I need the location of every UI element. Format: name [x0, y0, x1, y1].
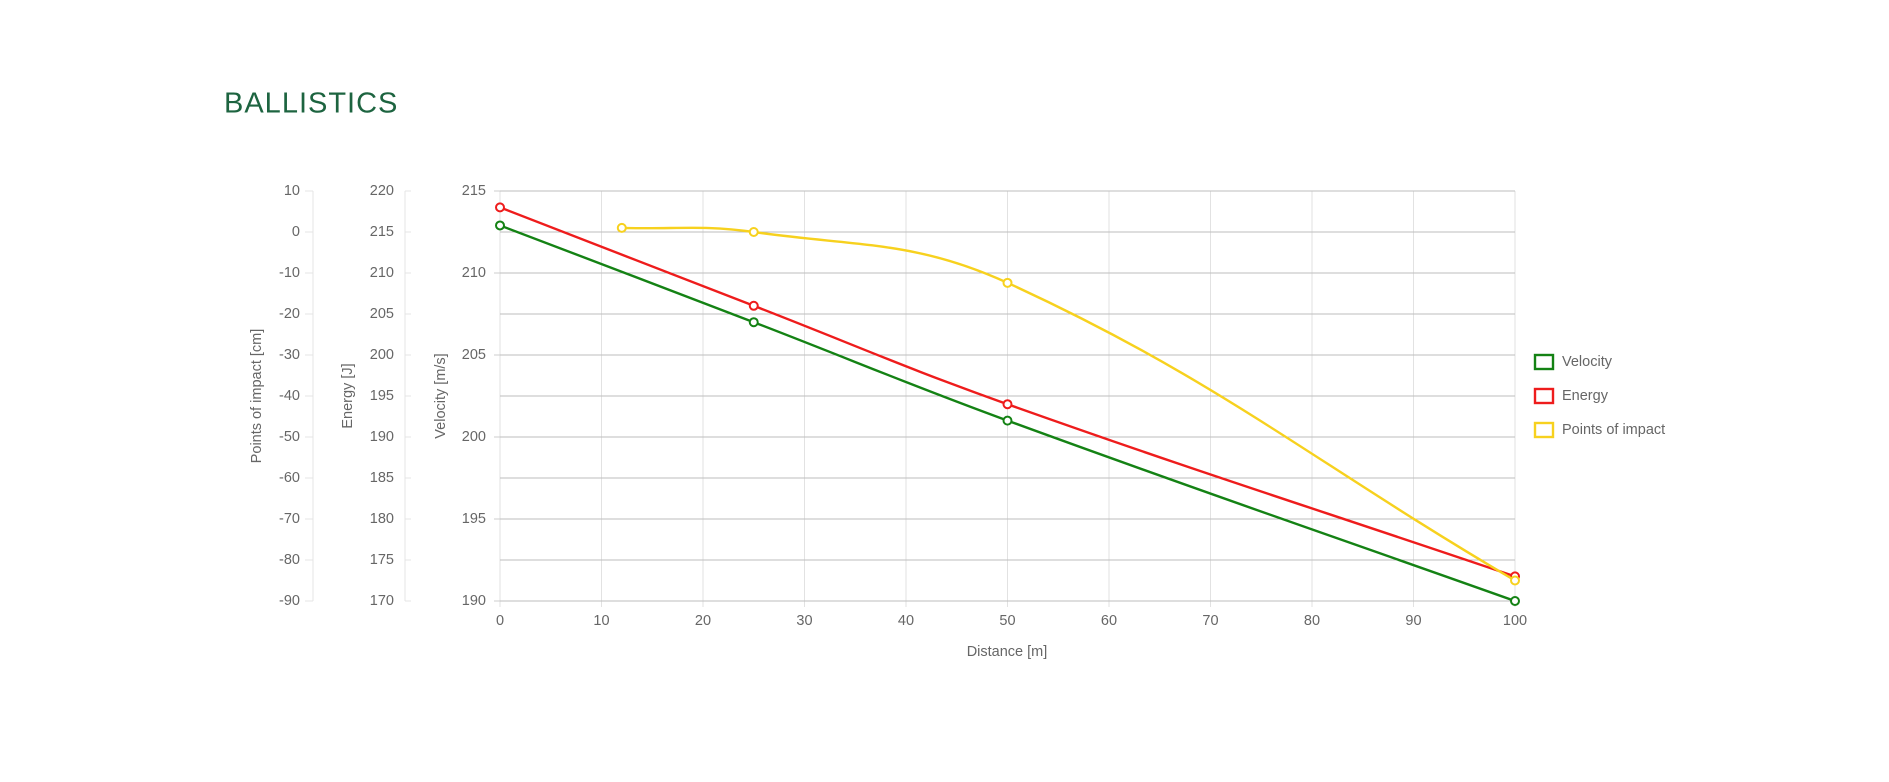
- y3-axis-title: Points of impact [cm]: [249, 329, 265, 464]
- y2-tick-label: 170: [370, 593, 394, 609]
- y2-tick-label: 205: [370, 306, 394, 322]
- data-point: [748, 227, 759, 237]
- data-point: [1002, 277, 1013, 288]
- x-tick-label: 50: [999, 613, 1015, 629]
- data-point: [616, 222, 627, 233]
- y-tick-label: 215: [462, 183, 486, 199]
- x-tick-label: 60: [1101, 613, 1117, 629]
- y-tick-label: 200: [462, 429, 486, 445]
- x-tick-label: 90: [1405, 613, 1421, 629]
- data-point: [1002, 415, 1013, 426]
- y2-axis-title: Energy [J]: [340, 363, 356, 428]
- y2-tick-label: 195: [370, 388, 394, 404]
- y3-tick-label: -20: [279, 306, 300, 322]
- series-line: [499, 206, 1516, 578]
- series-line: [499, 224, 1516, 603]
- chart-title: BALLISTICS: [224, 88, 398, 120]
- x-tick-label: 30: [796, 613, 812, 629]
- y2-tick-label: 210: [370, 265, 394, 281]
- y2-tick-label: 175: [370, 552, 394, 568]
- legend-label: Energy: [1562, 388, 1609, 404]
- x-tick-label: 0: [496, 613, 504, 629]
- legend-swatch: [1533, 421, 1555, 439]
- y3-tick-label: -60: [279, 470, 300, 486]
- data-point: [495, 202, 505, 213]
- y-tick-label: 195: [462, 511, 486, 527]
- legend-label: Points of impact: [1562, 422, 1665, 438]
- y-tick-label: 205: [462, 347, 486, 363]
- legend-label: Velocity: [1562, 354, 1613, 370]
- data-point: [495, 220, 505, 231]
- y3-tick-label: 0: [292, 224, 300, 240]
- y-tick-label: 190: [462, 593, 486, 609]
- data-point: [1510, 575, 1520, 586]
- y-tick-label: 210: [462, 265, 486, 281]
- x-axis-title: Distance [m]: [967, 644, 1048, 660]
- x-tick-label: 100: [1503, 613, 1527, 629]
- x-tick-label: 70: [1202, 613, 1218, 629]
- data-point: [1510, 596, 1520, 606]
- x-tick-label: 10: [593, 613, 609, 629]
- y-axis-title: Velocity [m/s]: [433, 353, 449, 438]
- x-tick-label: 80: [1304, 613, 1320, 629]
- y3-tick-label: -40: [279, 388, 300, 404]
- legend-swatch: [1533, 387, 1555, 405]
- legend-swatch: [1533, 353, 1555, 371]
- y2-tick-label: 180: [370, 511, 394, 527]
- y3-tick-label: -30: [279, 347, 300, 363]
- data-point: [748, 300, 759, 311]
- series-line: [621, 226, 1516, 582]
- y3-tick-label: 10: [284, 183, 300, 199]
- data-point: [1002, 399, 1013, 410]
- y3-tick-label: -50: [279, 429, 300, 445]
- data-point: [748, 317, 759, 328]
- x-tick-label: 20: [695, 613, 711, 629]
- x-tick-label: 40: [898, 613, 914, 629]
- y2-tick-label: 185: [370, 470, 394, 486]
- y3-tick-label: -90: [279, 593, 300, 609]
- y2-tick-label: 220: [370, 183, 394, 199]
- y2-tick-label: 200: [370, 347, 394, 363]
- y2-tick-label: 190: [370, 429, 394, 445]
- y3-tick-label: -70: [279, 511, 300, 527]
- y3-tick-label: -10: [279, 265, 300, 281]
- y3-tick-label: -80: [279, 552, 300, 568]
- y2-tick-label: 215: [370, 224, 394, 240]
